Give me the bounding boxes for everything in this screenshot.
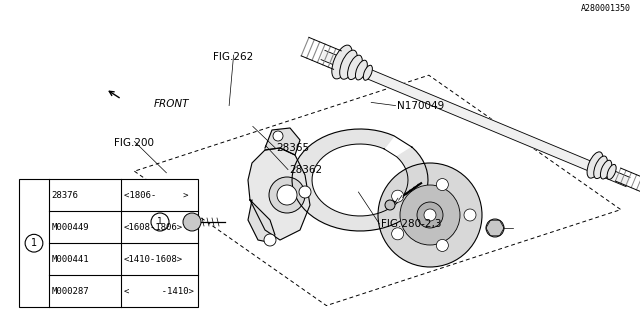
- Text: 1: 1: [157, 218, 163, 227]
- Circle shape: [25, 234, 43, 252]
- Text: <      -1410>: < -1410>: [124, 287, 193, 296]
- Text: N170049: N170049: [397, 100, 444, 111]
- Text: 1: 1: [31, 238, 37, 248]
- Ellipse shape: [332, 45, 352, 79]
- Polygon shape: [248, 148, 310, 240]
- Polygon shape: [292, 129, 428, 231]
- Ellipse shape: [594, 156, 607, 179]
- Circle shape: [264, 234, 276, 246]
- Circle shape: [417, 202, 443, 228]
- Circle shape: [269, 177, 305, 213]
- Bar: [19, 179, 198, 307]
- Text: <1410-1608>: <1410-1608>: [124, 255, 182, 264]
- Ellipse shape: [364, 65, 372, 80]
- Circle shape: [486, 219, 504, 237]
- Text: M000441: M000441: [52, 255, 90, 264]
- Polygon shape: [321, 50, 630, 187]
- Circle shape: [273, 131, 283, 141]
- Polygon shape: [248, 200, 275, 242]
- Text: FIG.280-2,3: FIG.280-2,3: [381, 219, 442, 229]
- Text: M000287: M000287: [52, 287, 90, 296]
- Circle shape: [400, 185, 460, 245]
- Ellipse shape: [600, 160, 612, 179]
- Circle shape: [424, 209, 436, 221]
- Ellipse shape: [587, 152, 603, 178]
- Circle shape: [378, 163, 482, 267]
- Circle shape: [436, 179, 449, 191]
- Text: <1806-     >: <1806- >: [124, 191, 188, 200]
- Circle shape: [299, 186, 311, 198]
- Circle shape: [392, 190, 404, 202]
- Text: <1608-1806>: <1608-1806>: [124, 223, 182, 232]
- Circle shape: [151, 213, 169, 231]
- Text: A280001350: A280001350: [580, 4, 630, 13]
- Circle shape: [392, 228, 404, 240]
- Text: 28362: 28362: [289, 164, 323, 175]
- Text: 28365: 28365: [276, 143, 310, 153]
- Ellipse shape: [340, 50, 357, 79]
- Circle shape: [277, 185, 297, 205]
- Ellipse shape: [348, 55, 362, 80]
- Ellipse shape: [355, 60, 367, 80]
- Circle shape: [385, 200, 395, 210]
- Text: M000449: M000449: [52, 223, 90, 232]
- Text: FRONT: FRONT: [154, 99, 189, 109]
- Circle shape: [183, 213, 201, 231]
- Text: FIG.200: FIG.200: [115, 138, 154, 148]
- Text: 28376: 28376: [52, 191, 79, 200]
- Circle shape: [464, 209, 476, 221]
- Polygon shape: [265, 128, 300, 155]
- Text: FIG.262: FIG.262: [214, 52, 253, 62]
- Ellipse shape: [607, 164, 616, 180]
- Circle shape: [436, 239, 449, 252]
